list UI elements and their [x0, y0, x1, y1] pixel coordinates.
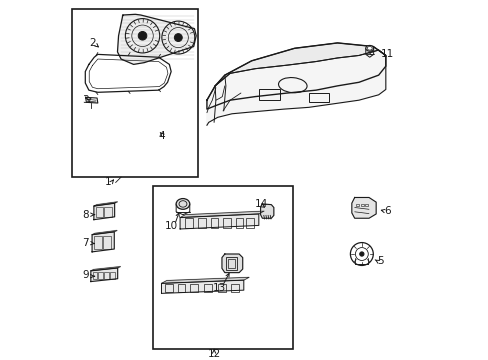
Polygon shape — [91, 268, 118, 282]
Polygon shape — [351, 198, 375, 218]
Bar — [365, 204, 367, 206]
Ellipse shape — [176, 199, 189, 209]
Polygon shape — [206, 50, 385, 125]
Polygon shape — [92, 230, 117, 235]
Bar — [96, 207, 103, 217]
Text: 1: 1 — [104, 177, 111, 188]
Bar — [360, 204, 363, 206]
Bar — [204, 284, 212, 292]
Polygon shape — [206, 43, 385, 109]
Polygon shape — [222, 254, 242, 273]
Ellipse shape — [366, 46, 371, 50]
Bar — [110, 272, 115, 279]
Text: 6: 6 — [384, 206, 390, 216]
Bar — [185, 218, 193, 228]
Polygon shape — [260, 204, 273, 218]
Bar — [308, 93, 328, 102]
Bar — [190, 284, 198, 292]
Text: 5: 5 — [376, 256, 383, 266]
Bar — [104, 207, 112, 217]
Bar — [223, 218, 230, 228]
Text: 12: 12 — [207, 349, 220, 359]
Circle shape — [359, 252, 363, 256]
Text: 11: 11 — [380, 49, 393, 59]
Text: 7: 7 — [82, 238, 88, 248]
Bar — [235, 218, 243, 228]
Text: 3: 3 — [82, 95, 88, 105]
Polygon shape — [91, 266, 120, 271]
Bar — [103, 236, 111, 249]
Bar — [94, 236, 102, 249]
Text: 9: 9 — [82, 270, 88, 280]
Bar — [104, 272, 109, 279]
Bar — [92, 272, 97, 279]
Bar — [227, 259, 235, 268]
Bar — [210, 218, 218, 228]
Polygon shape — [161, 280, 244, 293]
Circle shape — [174, 33, 182, 41]
Bar — [165, 284, 173, 292]
Bar — [198, 218, 205, 228]
Bar — [246, 218, 254, 228]
Circle shape — [138, 31, 146, 40]
Text: 10: 10 — [165, 221, 178, 231]
Text: 8: 8 — [82, 210, 88, 220]
Text: 2: 2 — [89, 38, 96, 48]
Polygon shape — [94, 203, 114, 220]
Polygon shape — [180, 211, 264, 217]
Ellipse shape — [365, 45, 373, 51]
Polygon shape — [92, 232, 114, 252]
Polygon shape — [180, 214, 258, 229]
Bar — [355, 203, 358, 206]
Bar — [231, 284, 239, 292]
Polygon shape — [94, 202, 117, 206]
Text: 4: 4 — [159, 131, 165, 141]
Bar — [218, 284, 225, 292]
Polygon shape — [117, 14, 196, 64]
Bar — [226, 257, 237, 270]
Text: 14: 14 — [255, 199, 268, 209]
Bar — [258, 89, 280, 100]
Bar — [98, 272, 103, 279]
Bar — [153, 186, 292, 349]
Polygon shape — [161, 277, 249, 283]
Text: 13: 13 — [212, 283, 225, 293]
Bar — [177, 284, 185, 292]
Bar — [72, 9, 198, 177]
